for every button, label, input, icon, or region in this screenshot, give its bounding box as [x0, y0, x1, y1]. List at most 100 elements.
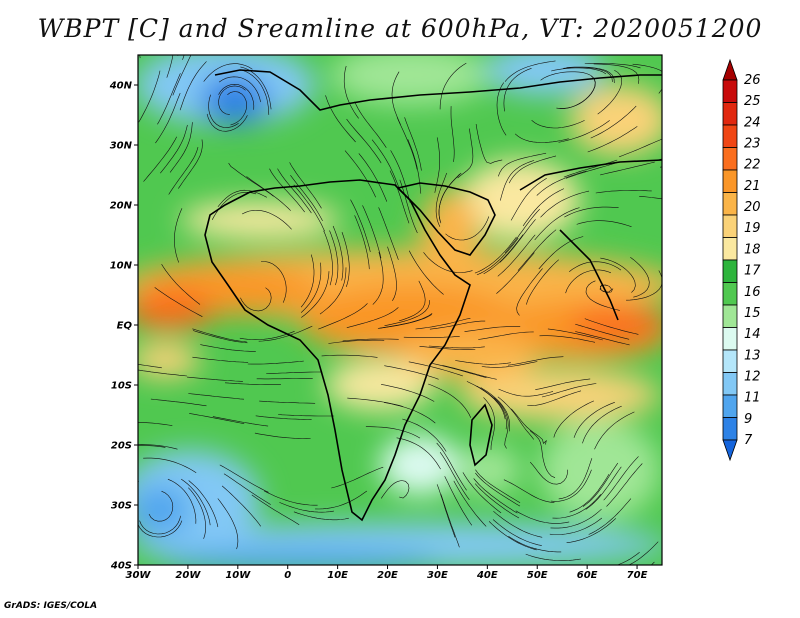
plot-frame — [137, 54, 663, 566]
lon-tick-label: 20W — [175, 570, 201, 581]
streamline — [504, 208, 541, 254]
streamline — [342, 338, 399, 342]
lon-tick-label: 60E — [577, 570, 598, 581]
streamline — [511, 408, 547, 445]
colorbar: 26 25 24 23 22 21 20 19 18 17 16 15 14 13 12 11 9 7 — [722, 58, 761, 462]
lon-tick-label: 30W — [126, 570, 152, 581]
colorbar-swatch — [722, 349, 738, 373]
colorbar-label: 17 — [744, 264, 761, 279]
colorbar-swatch — [722, 102, 738, 126]
streamline — [212, 416, 269, 427]
streamline — [255, 415, 312, 420]
streamline — [534, 207, 580, 241]
streamline — [269, 168, 305, 213]
streamline — [558, 458, 593, 500]
streamline — [241, 209, 292, 230]
streamline — [626, 270, 662, 301]
streamline — [531, 120, 585, 129]
colorbar-label: 21 — [744, 179, 761, 194]
streamline — [600, 161, 655, 176]
streamline — [639, 196, 662, 200]
colorbar-label: 26 — [744, 73, 761, 88]
streamline — [514, 133, 569, 143]
colorbar-label: 16 — [744, 285, 761, 300]
map-title: WBPT [C] and Sreamline at 600hPa, VT: 20… — [37, 14, 763, 43]
streamline — [517, 229, 557, 271]
streamline — [569, 261, 622, 272]
streamline — [399, 179, 418, 234]
streamline — [319, 267, 347, 315]
streamline — [177, 55, 179, 56]
streamline — [259, 400, 316, 404]
lon-tick-label: 30E — [427, 570, 448, 581]
streamline — [380, 480, 410, 499]
streamline — [263, 490, 318, 506]
streamline — [496, 252, 535, 294]
colorbar-swatch — [722, 237, 738, 261]
streamline — [510, 178, 547, 221]
streamline — [595, 190, 652, 194]
lon-tick-label: 40E — [476, 570, 498, 581]
colorbar-swatch — [722, 417, 738, 441]
colorbar-label: 22 — [744, 158, 761, 173]
streamline — [354, 215, 370, 270]
colorbar-swatch — [722, 372, 738, 396]
streamline — [563, 67, 613, 82]
streamline — [432, 363, 487, 378]
streamline — [332, 225, 344, 281]
streamline — [150, 398, 207, 407]
streamline — [600, 257, 636, 293]
colorbar-label: 20 — [744, 200, 761, 215]
streamline — [552, 494, 602, 519]
streamline — [498, 388, 554, 397]
streamline — [346, 307, 399, 328]
streamline — [172, 55, 192, 96]
streamline — [475, 469, 521, 503]
streamline — [329, 230, 339, 286]
streamline — [483, 397, 496, 450]
streamline — [266, 371, 323, 374]
colorbar-swatch — [722, 192, 738, 216]
streamline — [445, 216, 490, 241]
streamline — [301, 271, 330, 318]
streamline — [525, 553, 581, 561]
streamline — [396, 437, 441, 470]
lat-tick-label: 10S — [111, 381, 132, 392]
streamline — [435, 172, 447, 227]
streamline — [362, 205, 382, 259]
colorbar-top-arrow — [722, 58, 738, 81]
streamline — [325, 95, 356, 143]
streamline — [541, 383, 597, 398]
streamline — [350, 199, 371, 252]
streamline — [138, 445, 166, 448]
streamline — [227, 91, 248, 126]
streamline — [389, 170, 410, 224]
streamline — [439, 452, 470, 500]
lat-tick-label: 20N — [110, 201, 133, 212]
streamline — [515, 510, 570, 524]
streamline — [440, 494, 460, 548]
streamline — [293, 511, 349, 521]
streamline — [384, 365, 439, 380]
streamline — [192, 330, 248, 344]
lon-tick-label: 70E — [627, 570, 648, 581]
longitude-axis: 30W 20W 10W 0 10E 20E 30E 40E 50E 60E 70E — [126, 565, 648, 581]
grads-credit: GrADS: IGES/COLA — [4, 601, 98, 611]
streamline — [496, 82, 507, 136]
streamline — [585, 466, 622, 510]
streamline — [161, 264, 201, 305]
streamline — [358, 153, 388, 202]
streamline — [550, 508, 602, 529]
streamline — [315, 490, 368, 510]
streamline — [186, 376, 243, 382]
streamline — [408, 361, 463, 377]
streamline — [189, 413, 245, 424]
streamline — [399, 280, 426, 322]
streamline — [155, 92, 181, 144]
streamline — [540, 190, 590, 218]
streamline — [154, 287, 203, 317]
colorbar-swatch — [722, 394, 738, 418]
streamline — [251, 494, 300, 525]
streamline — [148, 490, 174, 522]
streamline — [318, 303, 368, 330]
